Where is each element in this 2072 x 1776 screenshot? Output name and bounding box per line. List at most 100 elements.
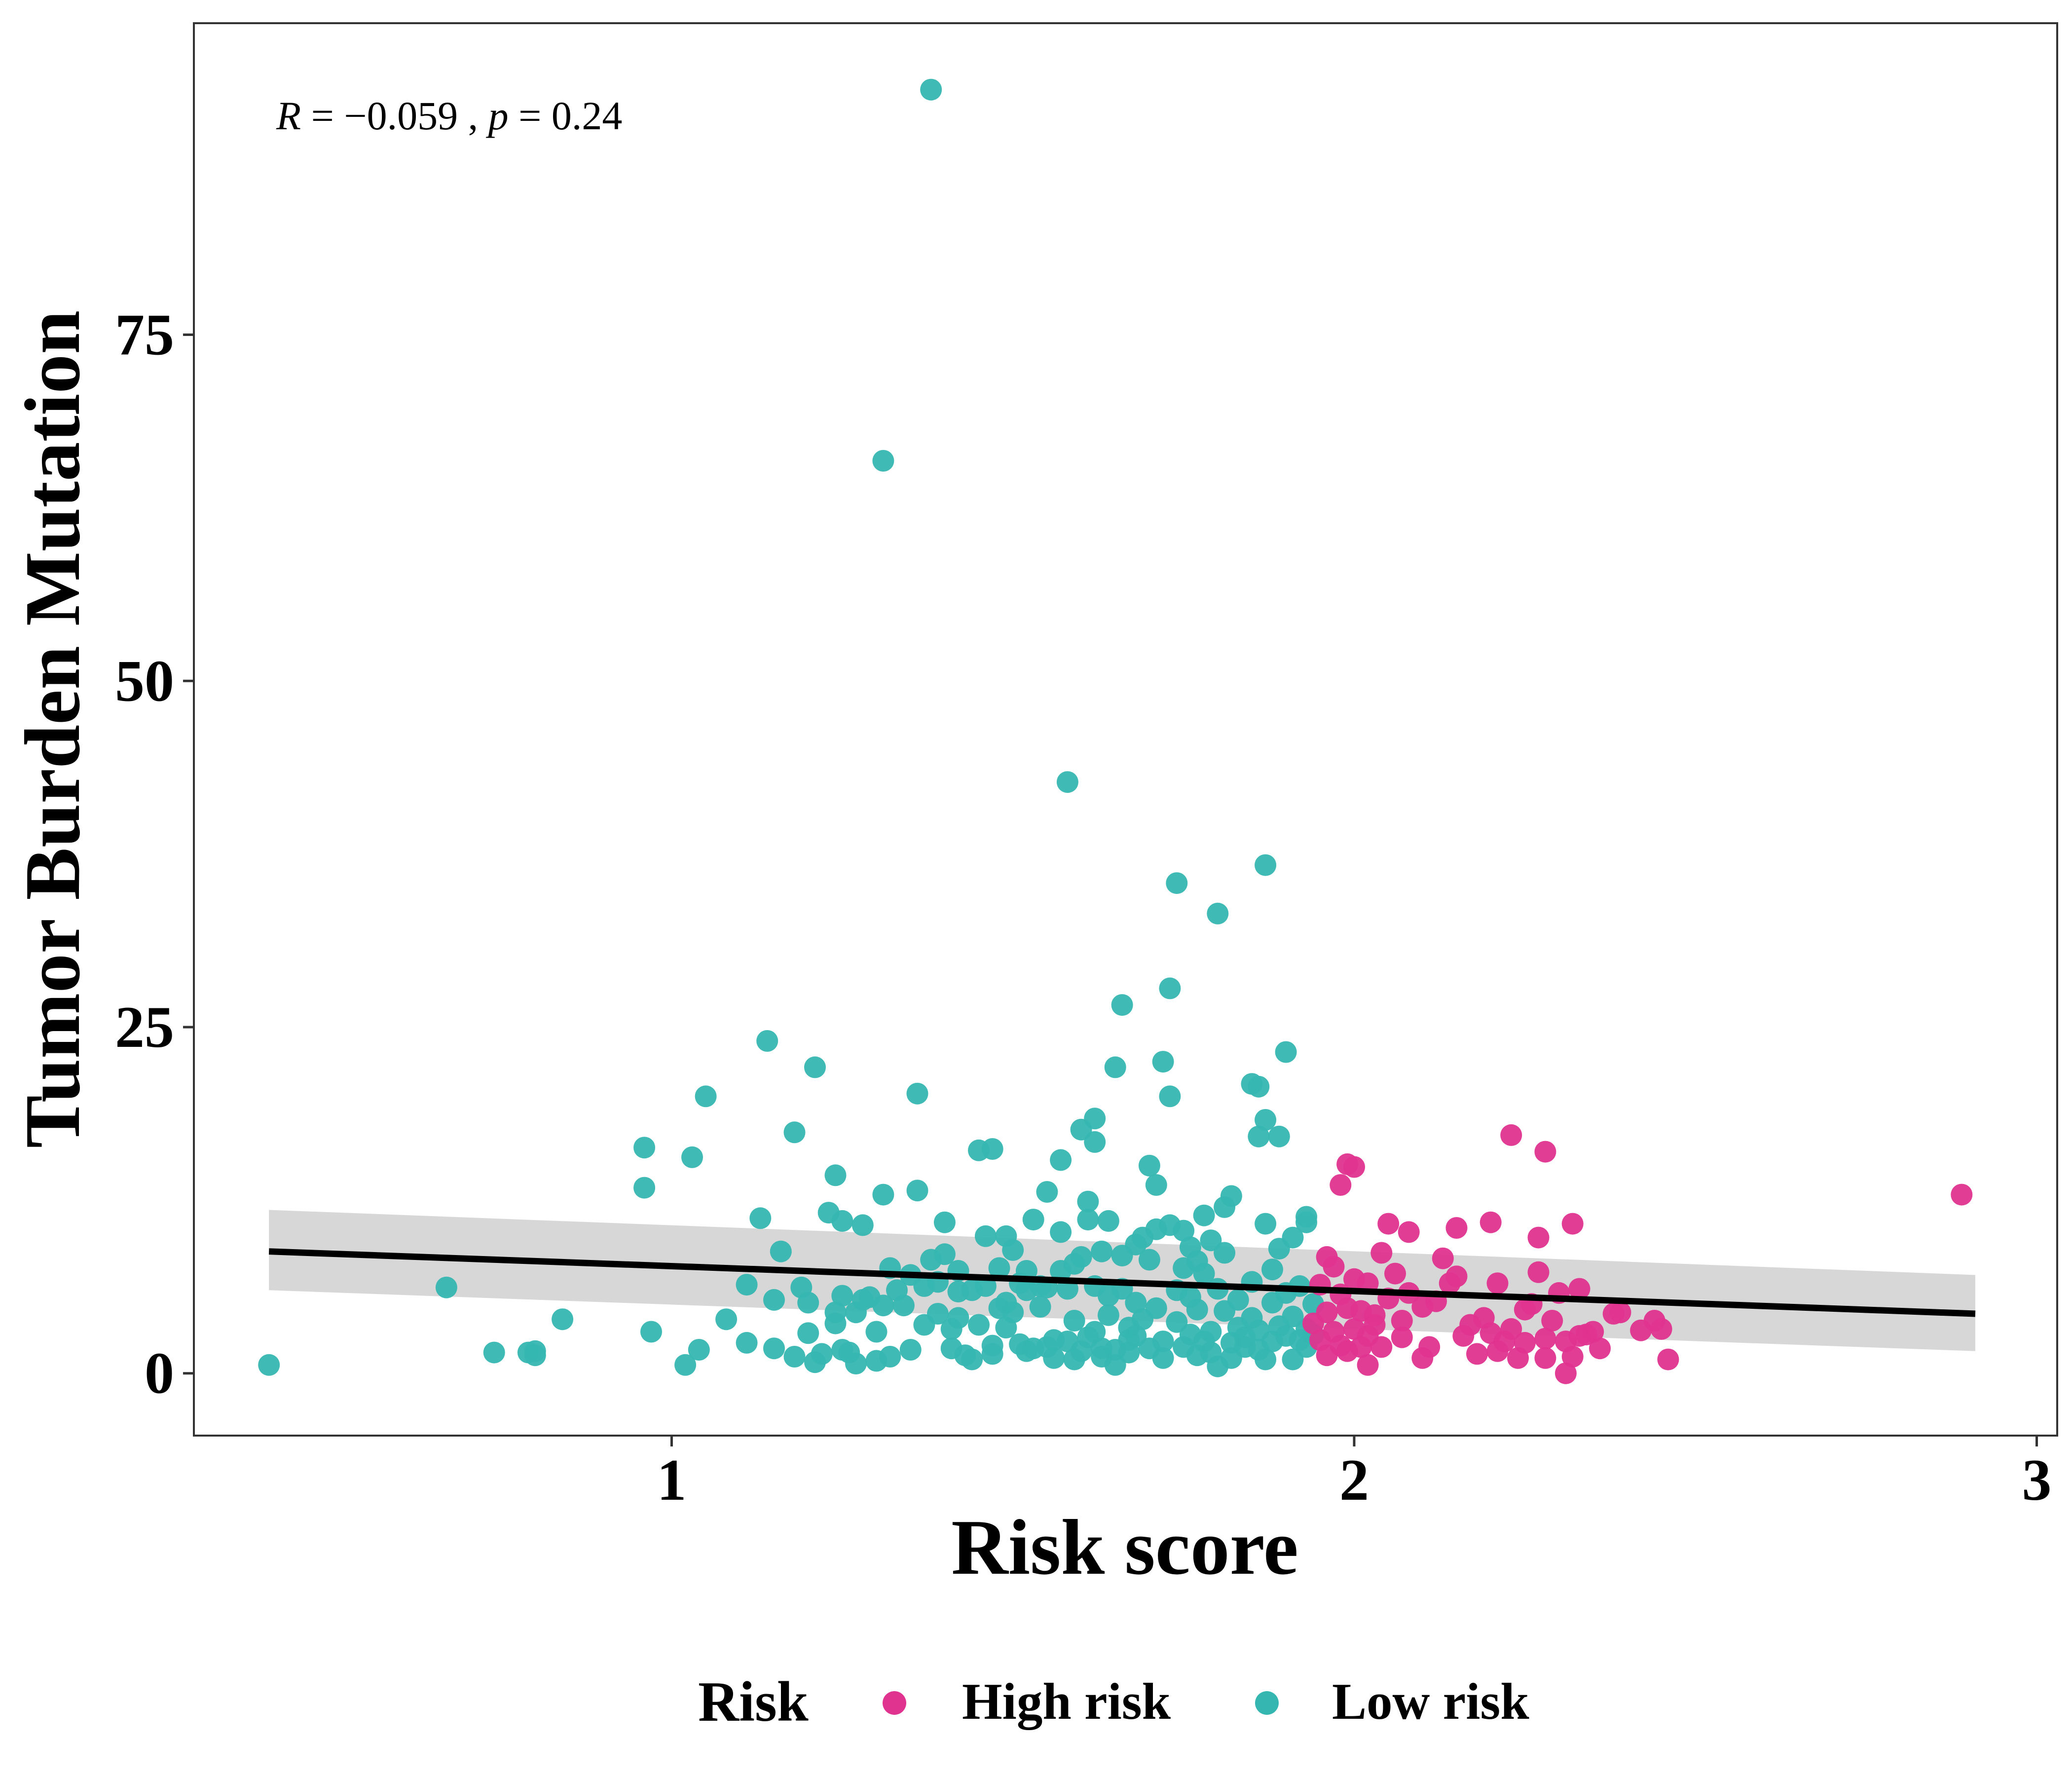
point-low-risk: [1255, 1109, 1277, 1131]
point-low-risk: [633, 1137, 656, 1159]
point-low-risk: [783, 1121, 806, 1144]
point-high-risk: [1432, 1247, 1454, 1269]
point-low-risk: [1050, 1149, 1072, 1171]
point-low-risk: [1077, 1209, 1099, 1231]
point-low-risk: [974, 1225, 997, 1247]
point-high-risk: [1500, 1124, 1522, 1146]
point-high-risk: [1582, 1321, 1604, 1343]
point-low-risk: [1097, 1210, 1119, 1232]
legend-key-high-risk: [883, 1691, 906, 1715]
point-low-risk: [1214, 1242, 1236, 1264]
point-low-risk: [715, 1308, 738, 1331]
point-high-risk: [1568, 1278, 1591, 1300]
point-high-risk: [1445, 1265, 1468, 1288]
point-low-risk: [688, 1339, 710, 1361]
point-low-risk: [831, 1285, 853, 1307]
legend-label-low-risk: Low risk: [1332, 1672, 1529, 1730]
point-low-risk: [756, 1030, 778, 1052]
axes-layer: 1 2 3 0 25 50 75: [115, 302, 2051, 1513]
point-high-risk: [1445, 1217, 1468, 1239]
legend-title: Risk: [698, 1670, 809, 1733]
x-axis-label: Risk score: [951, 1503, 1298, 1591]
x-tick-label: 1: [657, 1447, 686, 1513]
point-high-risk: [1534, 1347, 1556, 1369]
point-low-risk: [763, 1289, 785, 1311]
point-low-risk: [736, 1332, 758, 1354]
point-high-risk: [1330, 1174, 1352, 1196]
point-low-risk: [824, 1312, 847, 1334]
annotation-p-label: p: [486, 93, 509, 138]
point-low-risk: [824, 1164, 847, 1186]
point-high-risk: [1357, 1354, 1379, 1376]
point-low-risk: [1145, 1297, 1167, 1319]
point-low-risk: [865, 1321, 888, 1343]
point-low-risk: [435, 1276, 457, 1298]
point-low-risk: [933, 1243, 956, 1265]
point-high-risk: [1391, 1310, 1413, 1332]
point-low-risk: [920, 78, 942, 101]
point-low-risk: [1295, 1211, 1318, 1233]
point-low-risk: [872, 450, 894, 472]
point-high-risk: [1391, 1326, 1413, 1348]
point-low-risk: [1145, 1174, 1167, 1196]
point-high-risk: [1609, 1301, 1631, 1324]
y-axis-label: Tumor Burden Mutation: [8, 310, 96, 1148]
point-low-risk: [1056, 771, 1078, 793]
point-low-risk: [1268, 1125, 1290, 1147]
point-high-risk: [1541, 1310, 1563, 1332]
point-low-risk: [1125, 1292, 1147, 1314]
point-low-risk: [1173, 1220, 1195, 1242]
point-high-risk: [1364, 1314, 1386, 1336]
point-high-risk: [1486, 1272, 1509, 1295]
point-high-risk: [1323, 1256, 1345, 1278]
regression-line: [268, 1248, 1976, 1317]
point-low-risk: [1159, 977, 1181, 999]
point-low-risk: [879, 1346, 901, 1368]
point-low-risk: [872, 1184, 894, 1206]
point-low-risk: [1036, 1181, 1058, 1203]
point-low-risk: [1111, 994, 1133, 1016]
point-low-risk: [524, 1344, 546, 1367]
annotation-sep: ,: [468, 93, 488, 138]
point-low-risk: [804, 1056, 826, 1078]
point-low-risk: [1002, 1239, 1024, 1261]
point-high-risk: [1554, 1362, 1577, 1384]
point-low-risk: [763, 1337, 785, 1360]
point-high-risk: [1561, 1213, 1584, 1235]
annotation-equals-2: =: [518, 93, 552, 138]
point-low-risk: [640, 1321, 662, 1343]
point-low-risk: [1084, 1321, 1106, 1343]
point-low-risk: [1152, 1051, 1174, 1073]
point-low-risk: [1186, 1298, 1208, 1321]
point-low-risk: [1255, 854, 1277, 876]
point-low-risk: [1193, 1204, 1215, 1226]
point-low-risk: [552, 1308, 574, 1331]
annotation-equals-1: =: [311, 93, 344, 138]
point-low-risk: [258, 1354, 280, 1376]
point-low-risk: [927, 1303, 949, 1325]
point-low-risk: [1063, 1310, 1085, 1332]
point-low-risk: [1248, 1075, 1270, 1098]
point-high-risk: [1527, 1226, 1550, 1249]
point-low-risk: [906, 1180, 928, 1202]
point-high-risk: [1316, 1301, 1338, 1324]
point-low-risk: [892, 1295, 915, 1317]
correlation-annotation: R = −0.059 , p = 0.24: [276, 93, 622, 138]
point-high-risk: [1657, 1348, 1679, 1370]
point-low-risk: [988, 1257, 1010, 1279]
point-low-risk: [933, 1211, 956, 1233]
point-low-risk: [1084, 1131, 1106, 1153]
point-low-risk: [1084, 1108, 1106, 1130]
point-low-risk: [1070, 1246, 1092, 1268]
plot-panel-border: [193, 22, 2058, 1437]
point-high-risk: [1370, 1242, 1393, 1264]
point-low-risk: [961, 1348, 983, 1370]
y-tick-label: 50: [115, 648, 174, 713]
point-high-risk: [1466, 1343, 1488, 1365]
point-low-risk: [811, 1343, 833, 1365]
point-low-risk: [797, 1292, 819, 1314]
point-high-risk: [1418, 1336, 1441, 1358]
point-low-risk: [1091, 1240, 1113, 1262]
point-low-risk: [695, 1085, 717, 1108]
